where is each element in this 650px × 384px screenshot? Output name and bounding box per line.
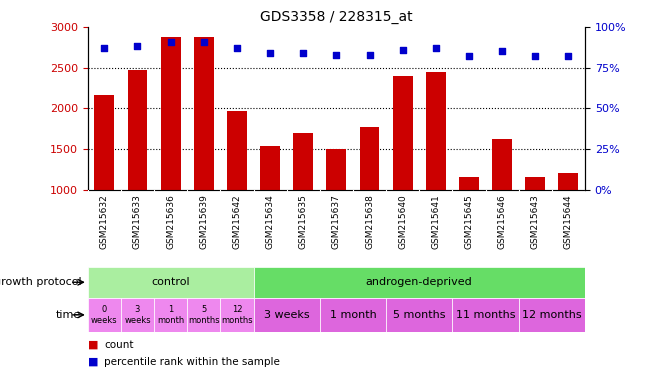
Bar: [88, 298, 121, 332]
Bar: [220, 298, 254, 332]
Text: ■: ■: [88, 340, 98, 350]
Text: GSM215637: GSM215637: [332, 194, 341, 249]
Text: GSM215641: GSM215641: [432, 194, 440, 249]
Bar: [393, 76, 413, 190]
Bar: [459, 177, 479, 190]
Text: GSM215638: GSM215638: [365, 194, 374, 249]
Point: [298, 50, 308, 56]
Point: [463, 53, 474, 59]
Text: control: control: [151, 277, 190, 287]
Point: [530, 53, 541, 59]
Bar: [426, 72, 446, 190]
Bar: [94, 95, 114, 190]
Point: [265, 50, 276, 56]
Text: ■: ■: [88, 357, 98, 367]
Bar: [525, 177, 545, 190]
Point: [231, 45, 242, 51]
Point: [364, 51, 374, 58]
Text: GSM215639: GSM215639: [200, 194, 208, 249]
Bar: [154, 298, 187, 332]
Bar: [194, 38, 214, 190]
Title: GDS3358 / 228315_at: GDS3358 / 228315_at: [260, 10, 413, 25]
Text: GSM215636: GSM215636: [166, 194, 175, 249]
Bar: [260, 146, 280, 190]
Point: [165, 38, 176, 45]
Text: GSM215644: GSM215644: [564, 194, 573, 248]
Bar: [227, 111, 247, 190]
Text: GSM215634: GSM215634: [266, 194, 274, 249]
Text: GSM215640: GSM215640: [398, 194, 407, 249]
Text: 5 months: 5 months: [393, 310, 445, 320]
Point: [99, 45, 109, 51]
Bar: [452, 298, 519, 332]
Bar: [326, 149, 346, 190]
Text: 3 weeks: 3 weeks: [264, 310, 309, 320]
Text: GSM215642: GSM215642: [233, 194, 241, 248]
Text: androgen-deprived: androgen-deprived: [366, 277, 473, 287]
Bar: [121, 298, 154, 332]
Bar: [88, 267, 254, 298]
Bar: [293, 133, 313, 190]
Text: GSM215635: GSM215635: [299, 194, 307, 249]
Point: [198, 38, 209, 45]
Text: count: count: [104, 340, 133, 350]
Text: 5
months: 5 months: [188, 305, 220, 324]
Text: GSM215646: GSM215646: [498, 194, 506, 249]
Text: 12 months: 12 months: [522, 310, 582, 320]
Text: time: time: [56, 310, 81, 320]
Bar: [359, 127, 380, 190]
Bar: [519, 298, 585, 332]
Point: [331, 51, 342, 58]
Text: GSM215645: GSM215645: [465, 194, 473, 249]
Point: [497, 48, 507, 55]
Bar: [254, 298, 320, 332]
Text: 3
weeks: 3 weeks: [124, 305, 151, 324]
Text: growth protocol: growth protocol: [0, 277, 81, 287]
Bar: [386, 298, 452, 332]
Bar: [161, 38, 181, 190]
Text: percentile rank within the sample: percentile rank within the sample: [104, 357, 280, 367]
Bar: [558, 173, 578, 190]
Point: [397, 47, 408, 53]
Text: 11 months: 11 months: [456, 310, 515, 320]
Text: 12
months: 12 months: [221, 305, 253, 324]
Point: [133, 43, 143, 50]
Point: [430, 45, 441, 51]
Text: GSM215633: GSM215633: [133, 194, 142, 249]
Bar: [320, 298, 386, 332]
Bar: [254, 267, 585, 298]
Bar: [492, 139, 512, 190]
Bar: [187, 298, 220, 332]
Text: GSM215643: GSM215643: [531, 194, 540, 249]
Text: GSM215632: GSM215632: [100, 194, 109, 249]
Text: 1
month: 1 month: [157, 305, 184, 324]
Bar: [127, 70, 148, 190]
Text: 0
weeks: 0 weeks: [91, 305, 118, 324]
Point: [563, 53, 573, 59]
Text: 1 month: 1 month: [330, 310, 376, 320]
